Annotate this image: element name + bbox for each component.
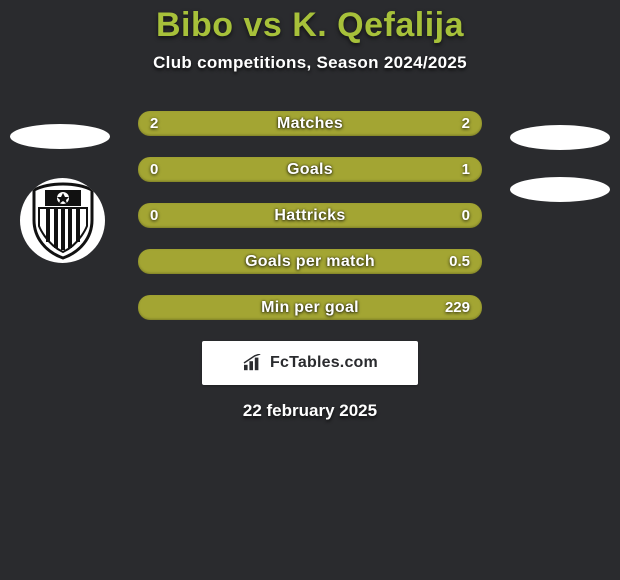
club-logo-left	[20, 178, 105, 263]
stat-label: Matches	[138, 111, 482, 136]
shield-icon	[30, 182, 96, 260]
player-badge-left-1	[10, 124, 110, 149]
attribution-text: FcTables.com	[270, 354, 378, 372]
bar-chart-icon	[242, 354, 264, 372]
stat-bars: 2 Matches 2 0 Goals 1 0 Hattricks 0 Goal…	[138, 111, 482, 320]
stat-row: 2 Matches 2	[138, 111, 482, 136]
page-title: Bibo vs K. Qefalija	[0, 6, 620, 45]
stat-right-value: 1	[462, 157, 470, 182]
player-badge-right-1	[510, 125, 610, 150]
stat-label: Goals per match	[138, 249, 482, 274]
attribution-plate: FcTables.com	[202, 341, 418, 385]
stat-row: Goals per match 0.5	[138, 249, 482, 274]
stat-label: Hattricks	[138, 203, 482, 228]
comparison-card: Bibo vs K. Qefalija Club competitions, S…	[0, 0, 620, 580]
date-label: 22 february 2025	[0, 401, 620, 421]
stat-label: Goals	[138, 157, 482, 182]
stat-row: 0 Hattricks 0	[138, 203, 482, 228]
stat-label: Min per goal	[138, 295, 482, 320]
stat-row: 0 Goals 1	[138, 157, 482, 182]
stat-right-value: 0	[462, 203, 470, 228]
stat-right-value: 0.5	[449, 249, 470, 274]
stat-right-value: 229	[445, 295, 470, 320]
stat-right-value: 2	[462, 111, 470, 136]
subtitle: Club competitions, Season 2024/2025	[0, 53, 620, 73]
stat-row: Min per goal 229	[138, 295, 482, 320]
player-badge-right-2	[510, 177, 610, 202]
